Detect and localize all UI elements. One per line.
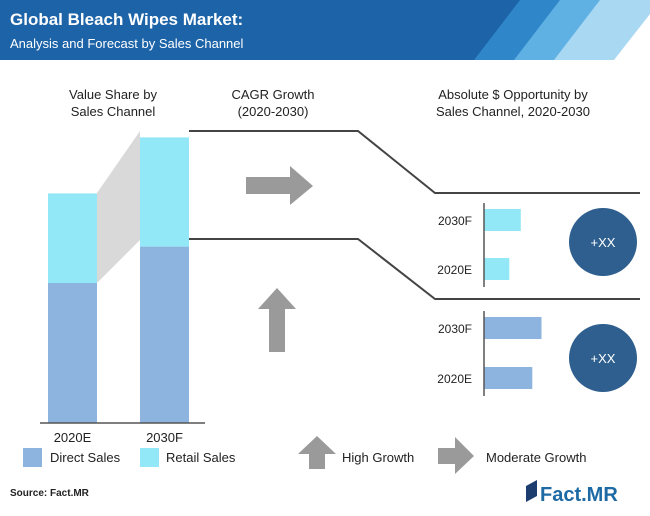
legend-label-high-growth: High Growth xyxy=(342,450,414,465)
connector-line-bottom xyxy=(189,238,640,300)
bar-retail-2030F xyxy=(140,137,189,247)
opportunity-heading-line-1: Absolute $ Opportunity by xyxy=(438,87,588,102)
opportunity-badge-retail xyxy=(569,208,637,276)
legend-label-moderate-growth: Moderate Growth xyxy=(486,450,586,465)
bar-direct-2030F xyxy=(140,246,189,423)
legend-high-growth-icon xyxy=(298,436,336,469)
bar-retail-2020E xyxy=(48,193,97,283)
header-stripe-1 xyxy=(474,0,566,60)
hbar-tick-label: 2020E xyxy=(437,263,472,277)
source-note: Source: Fact.MR xyxy=(10,488,90,499)
hbar-tick-label: 2030F xyxy=(438,214,472,228)
logo-text: Fact.MR xyxy=(540,484,618,506)
legend: Direct Sales Retail Sales High Growth Mo… xyxy=(23,436,586,474)
opportunity-bar-charts: 2030F 2020E 2030F 2020E xyxy=(437,203,542,396)
moderate-growth-arrow-icon xyxy=(246,166,313,205)
legend-swatch-retail xyxy=(140,448,159,467)
connector-line-top xyxy=(189,130,640,194)
legend-label-direct: Direct Sales xyxy=(50,450,121,465)
opportunity-badge-direct-label: +XX xyxy=(591,351,616,366)
value-share-heading-line-1: Value Share by xyxy=(69,87,157,102)
hbar-direct-2030F xyxy=(484,317,542,339)
stacked-bar-chart: 2020E 2030F xyxy=(48,137,189,445)
cagr-heading-line-2: (2020-2030) xyxy=(238,104,309,119)
legend-moderate-growth-icon xyxy=(438,437,474,474)
page-title: Global Bleach Wipes Market: xyxy=(10,10,243,29)
hbar-direct-2020E xyxy=(484,367,533,389)
factmr-logo: Fact.MR xyxy=(526,480,618,506)
cagr-heading-line-1: CAGR Growth xyxy=(231,87,314,102)
opportunity-heading-line-2: Sales Channel, 2020-2030 xyxy=(436,104,590,119)
header-banner: Global Bleach Wipes Market: Analysis and… xyxy=(0,0,650,60)
hbar-tick-label: 2030F xyxy=(438,322,472,336)
header-bar xyxy=(0,0,528,60)
page-subtitle: Analysis and Forecast by Sales Channel xyxy=(10,36,244,51)
legend-swatch-direct xyxy=(23,448,42,467)
high-growth-arrow-icon xyxy=(258,288,296,352)
header-stripe-2 xyxy=(514,0,606,60)
bar-direct-2020E xyxy=(48,283,97,423)
hbar-retail-2030F xyxy=(484,209,521,231)
legend-label-retail: Retail Sales xyxy=(166,450,236,465)
opportunity-badge-direct xyxy=(569,324,637,392)
share-connector xyxy=(97,131,140,283)
value-share-heading-line-2: Sales Channel xyxy=(71,104,156,119)
hbar-tick-label: 2020E xyxy=(437,372,472,386)
opportunity-badge-retail-label: +XX xyxy=(591,235,616,250)
hbar-retail-2020E xyxy=(484,258,510,280)
logo-mark-icon xyxy=(526,480,537,502)
x-tick-label: 2030F xyxy=(146,430,183,445)
x-tick-label: 2020E xyxy=(54,430,92,445)
header-stripe-3 xyxy=(554,0,650,60)
